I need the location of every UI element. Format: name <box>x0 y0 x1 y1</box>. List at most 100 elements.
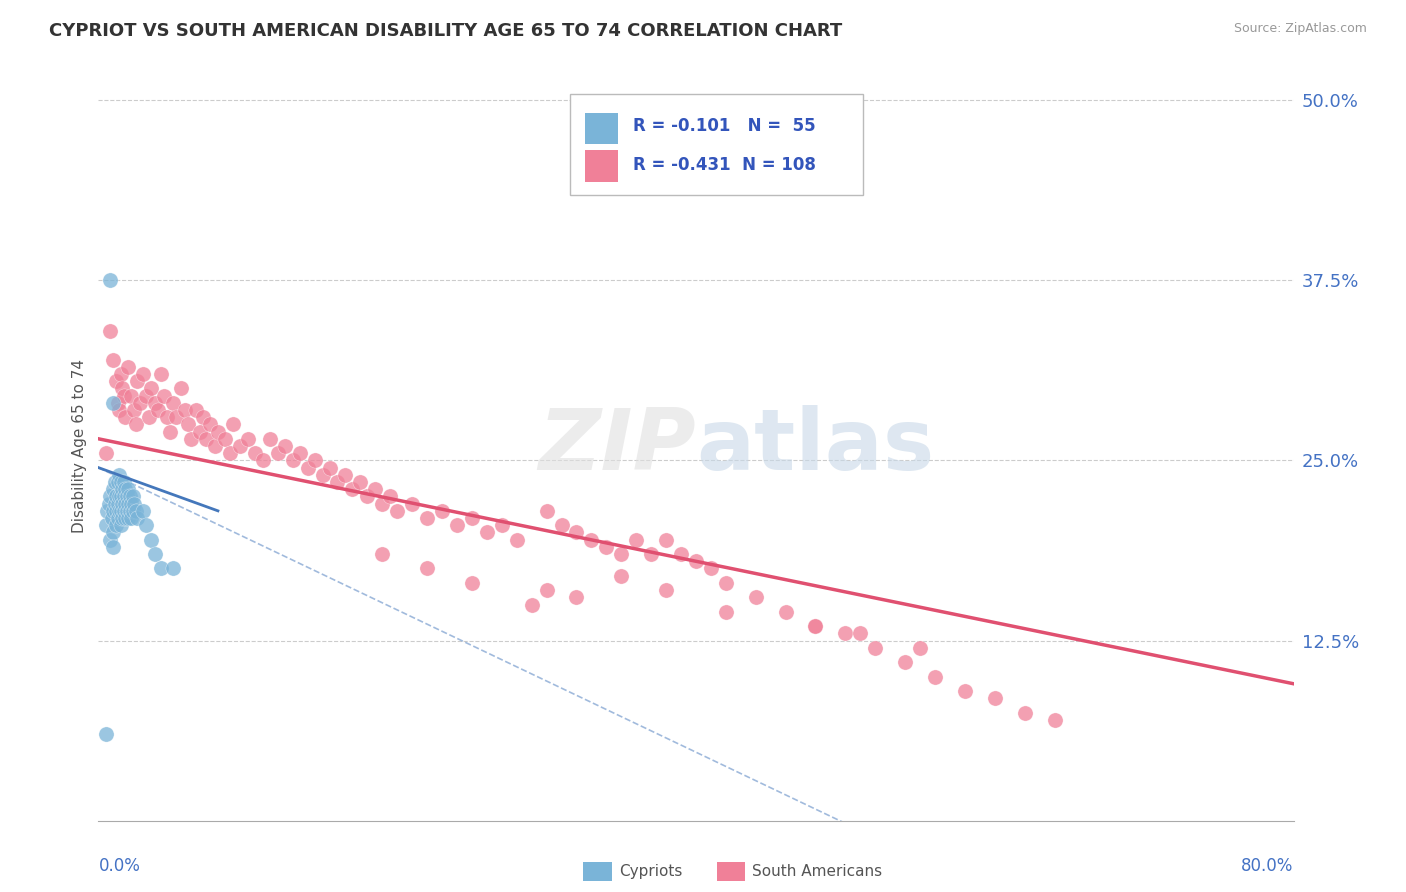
Point <box>219 446 242 460</box>
Point <box>97 497 120 511</box>
Text: ZIP: ZIP <box>538 404 696 488</box>
Point <box>326 475 349 489</box>
Point <box>115 490 138 504</box>
Point <box>120 497 142 511</box>
Point <box>112 388 135 402</box>
Point <box>245 446 267 460</box>
Point <box>804 619 827 633</box>
Point <box>924 669 946 683</box>
Point <box>121 490 143 504</box>
Point <box>610 568 633 582</box>
Point <box>610 547 633 561</box>
Point <box>214 432 236 446</box>
Point <box>446 518 468 533</box>
Point <box>297 460 319 475</box>
Point <box>207 425 229 439</box>
Point <box>714 575 737 590</box>
Point <box>775 605 797 619</box>
Point <box>259 432 281 446</box>
Point <box>111 511 134 525</box>
Point <box>304 453 326 467</box>
Text: Source: ZipAtlas.com: Source: ZipAtlas.com <box>1233 22 1367 36</box>
Point <box>103 396 125 410</box>
Point <box>984 691 1007 706</box>
Point <box>550 518 572 533</box>
Point <box>114 410 136 425</box>
Point <box>169 381 191 395</box>
Point <box>107 475 129 489</box>
Point <box>112 475 135 489</box>
Point <box>849 626 872 640</box>
Point <box>117 511 139 525</box>
Point <box>143 396 166 410</box>
FancyBboxPatch shape <box>571 94 863 195</box>
Point <box>461 511 484 525</box>
Point <box>416 561 439 575</box>
Point <box>267 446 290 460</box>
Point <box>108 490 131 504</box>
Point <box>111 482 134 496</box>
Point <box>121 504 143 518</box>
Point <box>745 591 768 605</box>
Point <box>595 540 617 554</box>
Text: R = -0.431  N = 108: R = -0.431 N = 108 <box>633 156 815 174</box>
Point <box>98 324 122 338</box>
Point <box>120 388 142 402</box>
Point <box>804 619 827 633</box>
Point <box>94 518 117 533</box>
Point <box>162 561 184 575</box>
Text: 0.0%: 0.0% <box>98 856 141 874</box>
Point <box>894 655 917 669</box>
Point <box>114 511 136 525</box>
Point <box>104 497 127 511</box>
FancyBboxPatch shape <box>585 112 619 144</box>
Point <box>174 403 197 417</box>
Point <box>274 439 297 453</box>
Point <box>127 511 149 525</box>
Point <box>110 504 132 518</box>
Point <box>714 605 737 619</box>
Point <box>110 518 132 533</box>
Text: atlas: atlas <box>696 404 934 488</box>
Point <box>96 504 118 518</box>
Point <box>94 727 117 741</box>
Point <box>103 482 125 496</box>
Point <box>108 403 131 417</box>
Text: R = -0.101   N =  55: R = -0.101 N = 55 <box>633 117 815 135</box>
Point <box>536 583 558 598</box>
Point <box>953 684 976 698</box>
Point <box>98 490 122 504</box>
Point <box>430 504 453 518</box>
Text: South Americans: South Americans <box>752 864 883 879</box>
Y-axis label: Disability Age 65 to 74: Disability Age 65 to 74 <box>72 359 87 533</box>
Point <box>177 417 200 432</box>
Point <box>107 511 129 525</box>
Point <box>105 518 128 533</box>
Text: 80.0%: 80.0% <box>1241 856 1294 874</box>
Point <box>834 626 856 640</box>
Point <box>165 410 187 425</box>
Point <box>416 511 439 525</box>
Point <box>135 518 157 533</box>
Point <box>491 518 513 533</box>
Point <box>159 425 181 439</box>
Point <box>111 381 134 395</box>
Point <box>118 490 141 504</box>
Point <box>117 482 139 496</box>
Point <box>148 403 170 417</box>
Point <box>114 482 136 496</box>
Point <box>520 598 543 612</box>
Point <box>112 504 135 518</box>
Point <box>98 533 122 547</box>
Point <box>378 490 401 504</box>
Point <box>1014 706 1036 720</box>
Point <box>115 504 138 518</box>
Point <box>135 388 157 402</box>
Point <box>132 504 155 518</box>
Point <box>138 410 160 425</box>
Point <box>110 475 132 489</box>
Point <box>101 511 124 525</box>
Point <box>565 525 588 540</box>
Point <box>236 432 259 446</box>
Point <box>506 533 529 547</box>
